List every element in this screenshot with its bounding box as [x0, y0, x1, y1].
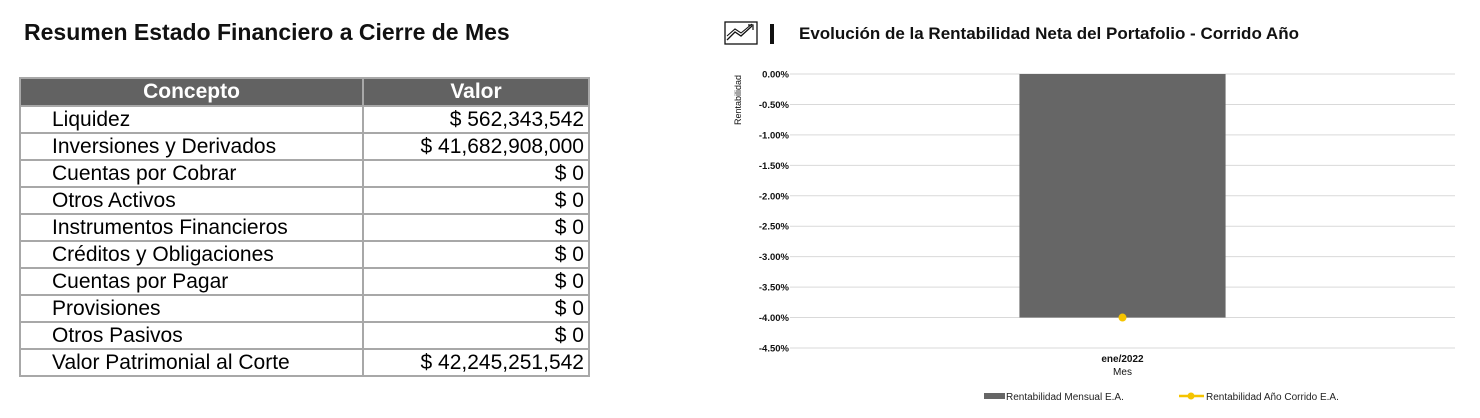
summary-title: Resumen Estado Financiero a Cierre de Me…: [24, 19, 510, 45]
trend-chart-icon: [724, 21, 758, 45]
y-tick-label: -2.50%: [759, 222, 790, 233]
header-concepto: Concepto: [19, 77, 364, 107]
bar-mensual: [1019, 74, 1226, 318]
row-concepto: Cuentas por Cobrar: [19, 159, 364, 188]
x-axis-label: Mes: [1113, 367, 1132, 378]
row-valor: $ 0: [362, 321, 590, 350]
table-header-row: Concepto Valor: [19, 77, 590, 107]
row-concepto: Otros Activos: [19, 186, 364, 215]
title-separator: [770, 24, 774, 44]
legend-line-marker: [1187, 392, 1195, 400]
point-ano-corrido: [1118, 313, 1127, 322]
row-valor: $ 42,245,251,542: [362, 348, 590, 377]
y-tick-label: -2.00%: [759, 191, 790, 202]
row-concepto: Instrumentos Financieros: [19, 213, 364, 242]
table-row: Otros Pasivos $ 0: [19, 321, 590, 350]
row-valor: $ 0: [362, 267, 590, 296]
row-valor: $ 0: [362, 186, 590, 215]
table-row: Cuentas por Pagar $ 0: [19, 267, 590, 296]
y-axis-label: Rentabilidad: [733, 75, 743, 125]
legend: Rentabilidad Mensual E.A. Rentabilidad A…: [984, 392, 1339, 403]
row-valor: $ 41,682,908,000: [362, 132, 590, 161]
y-tick-label: -4.00%: [759, 313, 790, 324]
bar-series: [1019, 74, 1226, 318]
row-valor: $ 0: [362, 240, 590, 269]
financial-summary-table: Concepto Valor Liquidez $ 562,343,542 Inv…: [19, 77, 590, 377]
y-tick-label: -1.50%: [759, 161, 790, 172]
row-concepto: Inversiones y Derivados: [19, 132, 364, 161]
line-series: [1118, 313, 1127, 322]
row-concepto: Créditos y Obligaciones: [19, 240, 364, 269]
x-category-label: ene/2022: [1101, 354, 1144, 365]
legend-item-mensual: Rentabilidad Mensual E.A.: [1006, 392, 1124, 403]
header-valor: Valor: [362, 77, 590, 107]
y-tick-label: -4.50%: [759, 344, 790, 355]
row-concepto: Liquidez: [19, 105, 364, 134]
table-row: Provisiones $ 0: [19, 294, 590, 323]
y-tick-label: 0.00%: [762, 70, 789, 81]
legend-bar-swatch: [984, 393, 1005, 399]
table-row: Créditos y Obligaciones $ 0: [19, 240, 590, 269]
y-tick-label: -3.50%: [759, 283, 790, 294]
y-axis-ticks: 0.00% -0.50% -1.00% -1.50% -2.00% -2.50% -3.00…: [759, 70, 790, 355]
row-concepto: Otros Pasivos: [19, 321, 364, 350]
table-row: Otros Activos $ 0: [19, 186, 590, 215]
table-row: Liquidez $ 562,343,542: [19, 105, 590, 134]
row-valor: $ 562,343,542: [362, 105, 590, 134]
row-concepto: Provisiones: [19, 294, 364, 323]
table-row: Inversiones y Derivados $ 41,682,908,000: [19, 132, 590, 161]
y-tick-label: -0.50%: [759, 100, 790, 111]
row-valor: $ 0: [362, 213, 590, 242]
table-row: Cuentas por Cobrar $ 0: [19, 159, 590, 188]
row-concepto: Valor Patrimonial al Corte: [19, 348, 364, 377]
row-valor: $ 0: [362, 294, 590, 323]
row-valor: $ 0: [362, 159, 590, 188]
chart-title: Evolución de la Rentabilidad Neta del Po…: [799, 24, 1299, 43]
y-tick-label: -1.00%: [759, 130, 790, 141]
rentabilidad-chart: 0.00% -0.50% -1.00% -1.50% -2.00% -2.50% -3.00…: [733, 70, 1455, 403]
table-row: Instrumentos Financieros $ 0: [19, 213, 590, 242]
table-row: Valor Patrimonial al Corte $ 42,245,251,5…: [19, 348, 590, 377]
legend-item-ano-corrido: Rentabilidad Año Corrido E.A.: [1206, 392, 1339, 403]
row-concepto: Cuentas por Pagar: [19, 267, 364, 296]
y-tick-label: -3.00%: [759, 252, 790, 263]
